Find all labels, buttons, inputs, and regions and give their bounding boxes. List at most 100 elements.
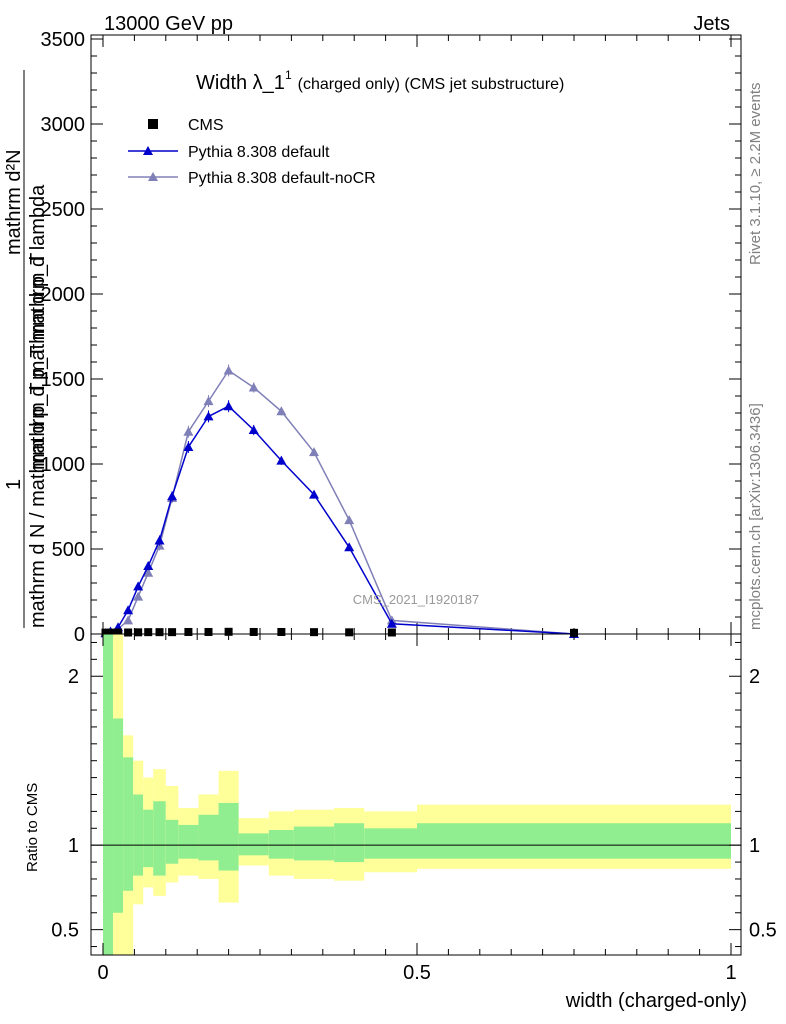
plot-title: Width λ_11 (charged only) (CMS jet substr… (196, 68, 564, 94)
ylabel-one: 1 (3, 479, 25, 490)
ratio-ytick-label-right: 1 (749, 835, 760, 857)
data-point (249, 627, 258, 636)
data-point (203, 396, 214, 406)
main-ytick-label: 500 (52, 539, 85, 561)
header-right: Jets (693, 13, 730, 35)
ratio-inner-band (293, 826, 335, 861)
data-point (344, 515, 355, 525)
main-ytick-label: 3500 (41, 29, 86, 51)
data-point (144, 628, 153, 637)
ratio-inner-band (108, 634, 114, 955)
plot-title-sup: 1 (285, 68, 292, 82)
data-point (223, 401, 234, 411)
header-left: 13000 GeV pp (104, 13, 233, 35)
data-point (168, 628, 177, 637)
ratio-panel: 0.5 0.5 1 1 2 2 0 0.5 1 Ratio to CMS width (char… (24, 633, 777, 1012)
x-axis-label: width (charged-only) (565, 990, 747, 1012)
ratio-inner-band (417, 823, 731, 859)
ylabel-numerator2: mathrm d p_T mathrm d lambda (27, 184, 49, 470)
data-point (133, 581, 144, 591)
data-point (134, 628, 143, 637)
legend: CMS Pythia 8.308 default Pythia 8.308 de… (128, 117, 376, 187)
data-point (276, 455, 287, 465)
data-point (101, 628, 110, 637)
data-point (203, 411, 214, 421)
ratio-inner-band (218, 802, 239, 871)
series-1 (100, 400, 579, 638)
data-point (387, 628, 396, 637)
legend-label-pythia-nocr: Pythia 8.308 default-noCR (188, 170, 376, 187)
plot-title-main: Width λ_1 (196, 72, 285, 94)
data-point (309, 447, 320, 457)
data-point (386, 618, 397, 628)
data-point (184, 627, 193, 636)
data-point (123, 615, 134, 625)
ratio-ytick-label: 0.5 (51, 920, 79, 942)
main-ytick-label: 1500 (41, 369, 86, 391)
rivet-label: Rivet 3.1.10, ≥ 2.2M events (747, 83, 764, 266)
xtick-label: 0 (97, 962, 108, 984)
mcplots-label: mcplots.cern.ch [arXiv:1306.3436] (747, 403, 764, 630)
series-0 (101, 627, 578, 637)
ratio-bands (103, 634, 731, 955)
ratio-inner-band (165, 819, 179, 864)
ratio-inner-band (113, 718, 124, 913)
xtick-label: 0.5 (403, 962, 431, 984)
data-point (344, 542, 355, 552)
data-point (224, 627, 233, 636)
ratio-inner-band (103, 634, 109, 955)
ratio-inner-band (334, 823, 365, 863)
legend-marker-cms (148, 119, 158, 129)
ratio-inner-band (364, 828, 417, 859)
data-point (310, 628, 319, 637)
series-line (105, 369, 575, 635)
main-axis-ticks: 0 500 1000 1500 2000 2500 3000 3500 (41, 29, 741, 646)
data-point (124, 628, 133, 637)
main-ytick-label: 3000 (41, 114, 86, 136)
data-point (309, 489, 320, 499)
data-point (155, 628, 164, 637)
data-point (133, 591, 144, 601)
data-point (114, 628, 123, 637)
data-point (183, 442, 194, 451)
data-point (204, 627, 213, 636)
main-ytick-label: 0 (74, 624, 85, 646)
ylabel-numerator: mathrm d²N (3, 149, 25, 255)
ratio-ytick-label: 2 (68, 666, 79, 688)
main-ylabel: 1 mathrm d N / mathrm d p_T mathrm d p_T… (3, 70, 49, 628)
ratio-inner-band (268, 829, 294, 859)
data-point (183, 426, 194, 436)
plot-title-rest: (charged only) (CMS jet substructure) (298, 76, 565, 93)
main-series (100, 364, 579, 638)
ratio-ytick-label-right: 2 (749, 666, 760, 688)
legend-marker-pythia-nocr (148, 172, 158, 181)
main-ytick-label: 1000 (41, 454, 86, 476)
data-point (276, 406, 287, 416)
ratio-inner-band (153, 801, 166, 876)
legend-label-cms: CMS (188, 117, 224, 134)
legend-label-pythia-default: Pythia 8.308 default (188, 144, 330, 161)
main-ytick-label: 2500 (41, 199, 86, 221)
data-point (154, 535, 165, 545)
ratio-inner-band (133, 794, 144, 876)
ratio-inner-band (123, 757, 134, 891)
ratio-inner-band (178, 824, 199, 859)
ratio-inner-band (238, 833, 269, 856)
ratio-ylabel: Ratio to CMS (24, 783, 41, 872)
data-point (345, 628, 354, 637)
ratio-axis-ticks: 0.5 0.5 1 1 2 2 0 0.5 1 (51, 634, 777, 984)
data-point (143, 561, 154, 570)
ylabel-denominator: mathrm d N / mathrm d p_T mathrm d p_T (27, 253, 49, 628)
legend-marker-pythia-default (143, 146, 153, 155)
main-ytick-label: 2000 (41, 284, 86, 306)
series-line (105, 405, 575, 635)
data-point (248, 425, 259, 434)
data-point (123, 605, 134, 615)
data-point (143, 567, 154, 577)
data-point (277, 627, 286, 636)
data-point (167, 491, 178, 501)
ratio-inner-band (143, 809, 154, 868)
ratio-inner-band (198, 814, 219, 861)
main-panel: 0 500 1000 1500 2000 2500 3000 3500 Width λ_11 (… (41, 29, 742, 646)
